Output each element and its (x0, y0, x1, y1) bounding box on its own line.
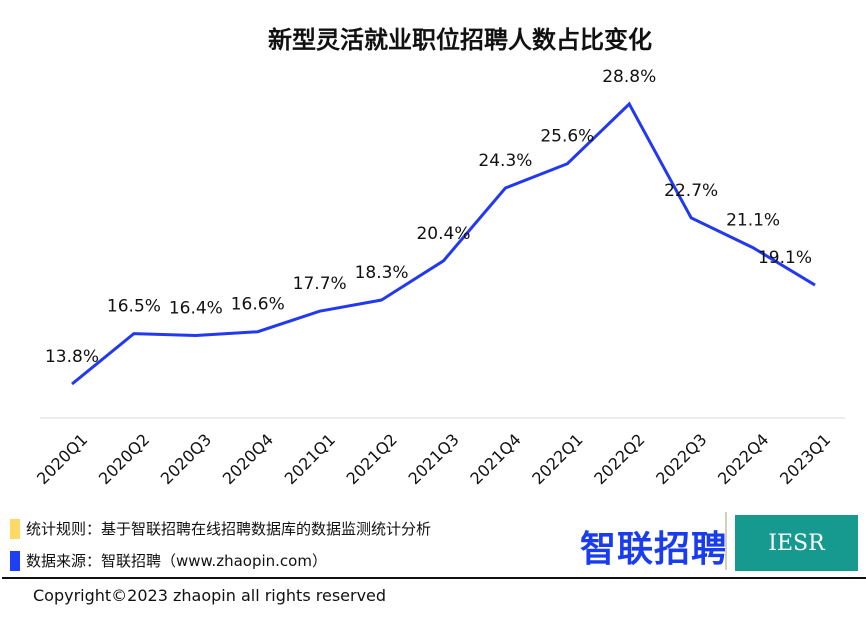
x-tick-label: 2021Q2 (343, 430, 401, 488)
data-label: 22.7% (664, 181, 718, 201)
x-tick-label: 2022Q2 (590, 430, 648, 488)
data-label: 25.6% (540, 127, 594, 147)
x-tick-label: 2020Q2 (95, 430, 153, 488)
chart-title: 新型灵活就业职位招聘人数占比变化 (268, 26, 652, 54)
footer-divider (2, 577, 866, 579)
stat-rule-note: 统计规则：基于智联招聘在线招聘数据库的数据监测统计分析 (10, 518, 431, 539)
data-label: 13.8% (45, 347, 99, 367)
x-tick-label: 2021Q1 (281, 430, 339, 488)
data-label: 28.8% (602, 67, 656, 87)
iesr-logo: IESR (735, 515, 858, 571)
source-note: 数据来源：智联招聘（www.zhaopin.com） (10, 550, 327, 571)
data-label: 24.3% (478, 151, 532, 171)
data-label: 16.5% (107, 297, 161, 317)
data-label: 17.7% (293, 274, 347, 294)
x-tick-label: 2022Q3 (652, 430, 710, 488)
x-tick-label: 2020Q3 (157, 430, 215, 488)
data-label: 20.4% (416, 224, 470, 244)
copyright: Copyright©2023 zhaopin all rights reserv… (33, 586, 387, 605)
data-label: 21.1% (726, 211, 780, 231)
x-tick-label: 2022Q1 (528, 430, 586, 488)
x-tick-label: 2020Q4 (219, 430, 277, 488)
x-tick-label: 2022Q4 (714, 430, 772, 488)
x-tick-label: 2020Q1 (33, 430, 91, 488)
line-chart: 新型灵活就业职位招聘人数占比变化 13.8% 2020Q1 16.5% 2020Q2 1… (33, 26, 845, 488)
logo-divider (725, 512, 727, 570)
x-tick-label: 2021Q3 (404, 430, 462, 488)
data-label: 16.6% (231, 295, 285, 315)
data-label: 19.1% (758, 248, 812, 268)
x-tick-label: 2023Q1 (776, 430, 834, 488)
x-tick-label: 2021Q4 (466, 430, 524, 488)
rule-swatch (10, 518, 20, 539)
series-line (71, 101, 816, 386)
data-label: 18.3% (355, 263, 409, 283)
zhaopin-logo: 智联招聘 (580, 529, 729, 570)
source-swatch (10, 550, 20, 571)
stat-rule-text: 统计规则：基于智联招聘在线招聘数据库的数据监测统计分析 (26, 520, 432, 538)
source-text: 数据来源：智联招聘（www.zhaopin.com） (26, 552, 327, 570)
data-label: 16.4% (169, 298, 223, 318)
